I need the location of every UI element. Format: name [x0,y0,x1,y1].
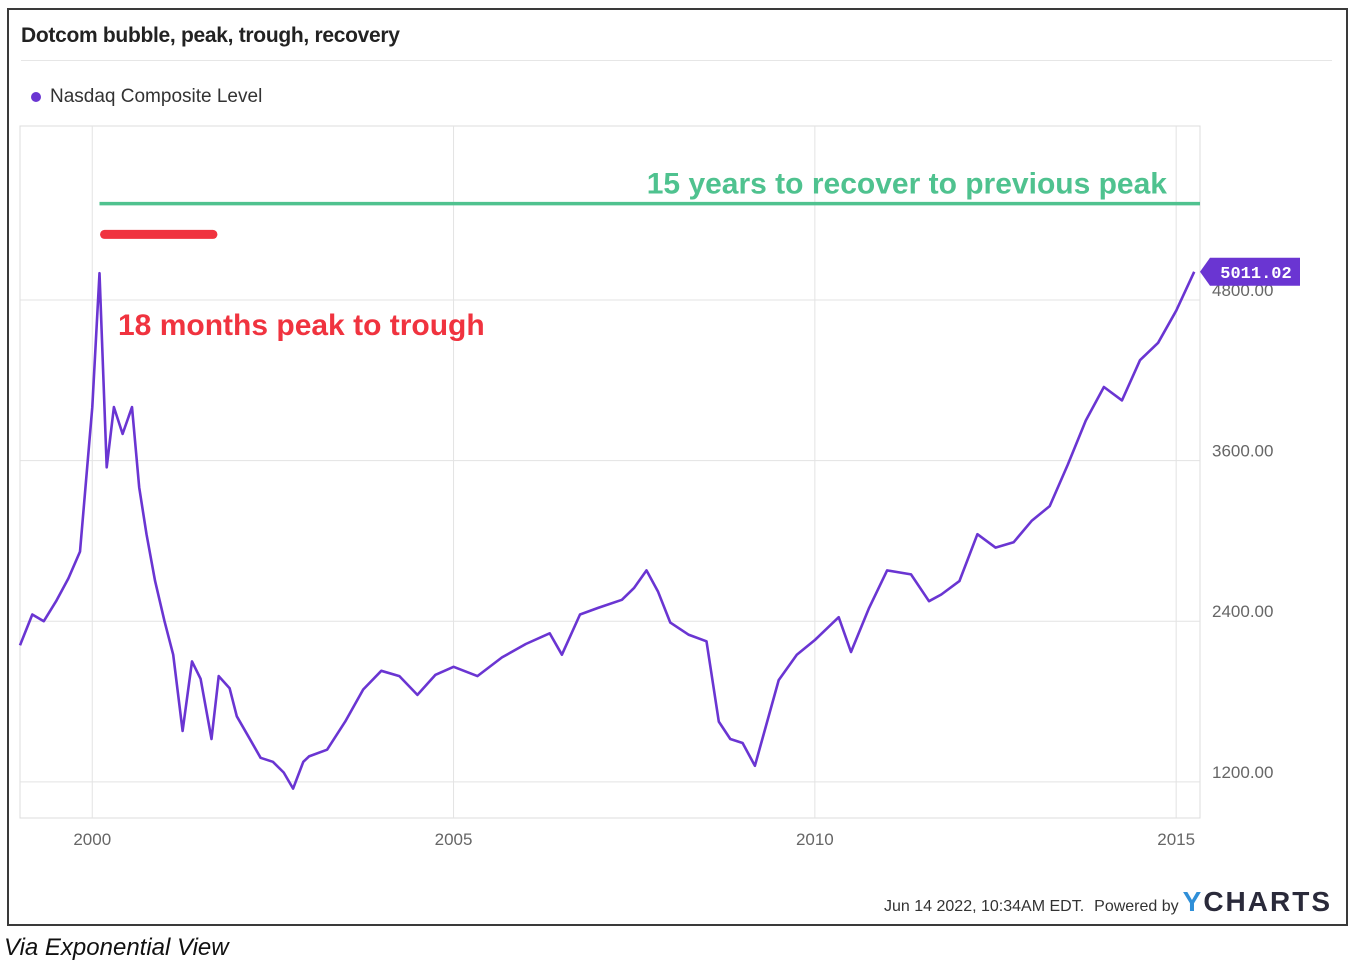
footer: Jun 14 2022, 10:34AM EDT. Powered by YCH… [884,886,1332,918]
ycharts-logo-y: Y [1182,886,1204,917]
plot-area-border [19,125,1201,819]
y-tick-label: 2400.00 [1212,602,1273,621]
last-value-label: 5011.02 [1220,265,1291,284]
y-tick-label: 3600.00 [1212,442,1273,461]
chart-title: Dotcom bubble, peak, trough, recovery [21,24,400,47]
last-value-flag [1200,257,1300,286]
ycharts-logo-text: CHARTS [1203,886,1332,917]
ycharts-logo[interactable]: YCHARTS [1183,886,1332,918]
legend[interactable]: Nasdaq Composite Level [31,86,262,108]
recovery-annotation: 15 years to recover to previous peak [647,168,1168,201]
x-tick-label: 2000 [73,830,111,849]
footer-powered-by: Powered by [1094,898,1179,915]
legend-dot-icon [31,92,41,102]
footer-timestamp: Jun 14 2022, 10:34AM EDT. [884,898,1085,915]
legend-label: Nasdaq Composite Level [50,86,263,107]
chart-frame: Dotcom bubble, peak, trough, recovery Na… [7,8,1348,926]
title-divider [21,60,1332,61]
peak-to-trough-annotation: 18 months peak to trough [118,309,485,342]
x-tick-label: 2015 [1157,830,1195,849]
x-tick-label: 2005 [435,830,473,849]
caption: Via Exponential View [4,934,229,961]
x-tick-label: 2010 [796,830,834,849]
series-line-nasdaq [18,271,1196,790]
y-tick-label: 1200.00 [1212,763,1273,782]
chart-svg: 2000 2005 2010 20151200.002400.003600.00480… [18,125,1300,849]
